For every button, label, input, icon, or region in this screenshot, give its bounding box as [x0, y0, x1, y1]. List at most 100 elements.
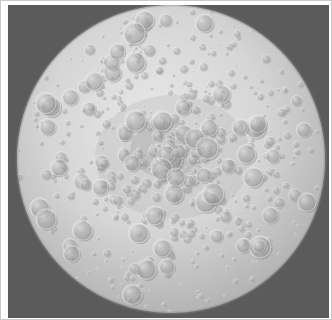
crater — [69, 57, 73, 61]
crater — [186, 237, 191, 242]
crater — [91, 178, 110, 197]
crater — [236, 143, 258, 165]
crater — [104, 258, 109, 263]
crater — [168, 112, 180, 125]
crater — [95, 268, 100, 272]
crater — [152, 179, 163, 190]
crater — [130, 249, 135, 253]
crater — [282, 87, 288, 93]
crater — [219, 253, 225, 259]
crater — [110, 93, 118, 101]
crater — [294, 232, 297, 236]
crater — [91, 251, 97, 257]
crater — [167, 309, 174, 313]
crater — [181, 84, 185, 88]
crater — [290, 94, 303, 108]
crater — [95, 88, 105, 98]
crater — [201, 46, 207, 51]
crater — [100, 34, 105, 39]
crater — [119, 30, 124, 35]
crater — [251, 260, 255, 264]
crater — [121, 283, 144, 306]
crater — [250, 29, 255, 33]
crater — [245, 221, 253, 229]
crater — [108, 117, 112, 121]
crater — [110, 285, 116, 291]
dark-background-panel — [8, 5, 329, 318]
crater — [264, 135, 276, 148]
crater — [231, 257, 237, 263]
crater — [108, 42, 127, 61]
crater — [265, 49, 269, 53]
crater — [235, 216, 241, 222]
crater — [79, 178, 93, 192]
crater — [227, 230, 234, 237]
crater — [258, 78, 265, 84]
crater — [61, 107, 68, 115]
crater — [165, 129, 169, 133]
crater — [131, 188, 136, 193]
crater — [197, 114, 201, 118]
crater — [34, 91, 58, 116]
crater — [103, 196, 109, 203]
crater — [282, 181, 290, 190]
crater — [231, 118, 250, 137]
crater — [203, 89, 208, 94]
crater — [88, 159, 94, 165]
crater — [144, 304, 148, 308]
crater — [155, 257, 159, 261]
crater — [168, 226, 180, 238]
crater — [118, 88, 124, 95]
crater — [140, 186, 148, 194]
crater — [198, 232, 206, 241]
crater — [197, 99, 200, 103]
crater — [124, 271, 132, 278]
crater — [128, 262, 141, 275]
crater — [273, 196, 286, 209]
crater — [33, 110, 40, 118]
crater — [94, 129, 101, 137]
crater — [185, 80, 193, 89]
crater — [267, 89, 275, 97]
crater — [207, 91, 211, 96]
crater — [115, 210, 120, 214]
crater — [120, 266, 124, 270]
crater — [230, 41, 238, 49]
crater — [50, 158, 69, 178]
crater — [40, 168, 53, 181]
crater — [182, 174, 196, 189]
crater — [126, 196, 136, 206]
crater — [215, 126, 227, 139]
crater — [186, 229, 196, 239]
crater — [300, 107, 306, 113]
crater — [233, 29, 242, 38]
crater — [204, 60, 207, 63]
crater — [80, 59, 84, 63]
crater — [314, 185, 320, 191]
crater — [195, 250, 201, 256]
crater — [157, 56, 167, 66]
crater — [128, 222, 150, 245]
crater — [202, 244, 210, 252]
crater — [296, 80, 305, 89]
crater — [81, 101, 97, 117]
crater — [148, 235, 152, 239]
crater — [158, 258, 177, 276]
crater — [253, 101, 257, 104]
crater — [17, 173, 22, 178]
crater — [102, 248, 112, 258]
crater — [206, 85, 209, 89]
crater — [178, 64, 189, 74]
crater — [184, 166, 188, 170]
crater — [79, 123, 84, 129]
crater — [256, 159, 261, 163]
crater — [124, 51, 148, 75]
crater-field — [17, 8, 320, 313]
crater — [290, 206, 294, 209]
crater — [205, 298, 211, 304]
crater — [123, 154, 142, 173]
crater — [97, 139, 105, 147]
crater — [125, 218, 132, 225]
crater — [141, 288, 145, 291]
crater — [217, 29, 224, 35]
